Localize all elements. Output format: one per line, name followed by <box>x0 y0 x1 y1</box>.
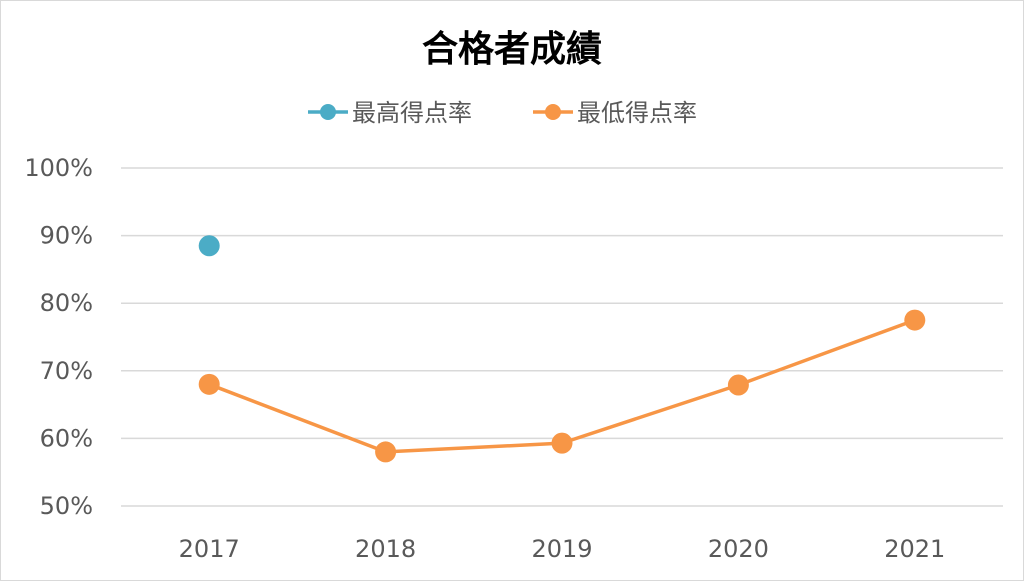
series-2 <box>198 309 926 463</box>
y-tick-label: 90% <box>40 222 93 250</box>
x-tick-label: 2021 <box>884 535 945 563</box>
y-axis-labels: 50% 60% 70% 80% 90% 100% <box>24 154 93 520</box>
series-line-segment <box>560 383 741 445</box>
data-point <box>727 374 749 396</box>
y-tick-label: 50% <box>40 492 93 520</box>
legend-label: 最高得点率 <box>352 99 472 127</box>
x-tick-label: 2020 <box>708 535 769 563</box>
chart-title: 合格者成績 <box>422 29 602 70</box>
y-tick-label: 100% <box>24 154 93 182</box>
y-tick-label: 80% <box>40 289 93 317</box>
legend-item-1: 最高得点率 <box>308 99 472 127</box>
legend-marker <box>545 104 561 120</box>
legend-label: 最低得点率 <box>577 99 697 127</box>
data-point <box>198 235 220 257</box>
x-tick-label: 2019 <box>531 535 592 563</box>
gridlines <box>121 167 1003 507</box>
legend-marker <box>320 104 336 120</box>
series-layer <box>198 235 926 463</box>
legend-item-2: 最低得点率 <box>533 99 697 127</box>
x-axis-labels: 2017 2018 2019 2020 2021 <box>179 535 946 563</box>
legend: 最高得点率 最低得点率 <box>308 99 697 127</box>
x-tick-label: 2017 <box>179 535 240 563</box>
x-tick-label: 2018 <box>355 535 416 563</box>
y-tick-label: 70% <box>40 357 93 385</box>
data-point <box>375 441 397 463</box>
y-tick-label: 60% <box>40 424 93 452</box>
data-point <box>198 373 220 395</box>
series-line-segment <box>736 318 917 387</box>
series-1 <box>198 235 220 257</box>
series-line-segment <box>383 441 564 454</box>
series-line-segment <box>207 382 388 454</box>
data-point <box>904 309 926 331</box>
data-point <box>551 432 573 454</box>
